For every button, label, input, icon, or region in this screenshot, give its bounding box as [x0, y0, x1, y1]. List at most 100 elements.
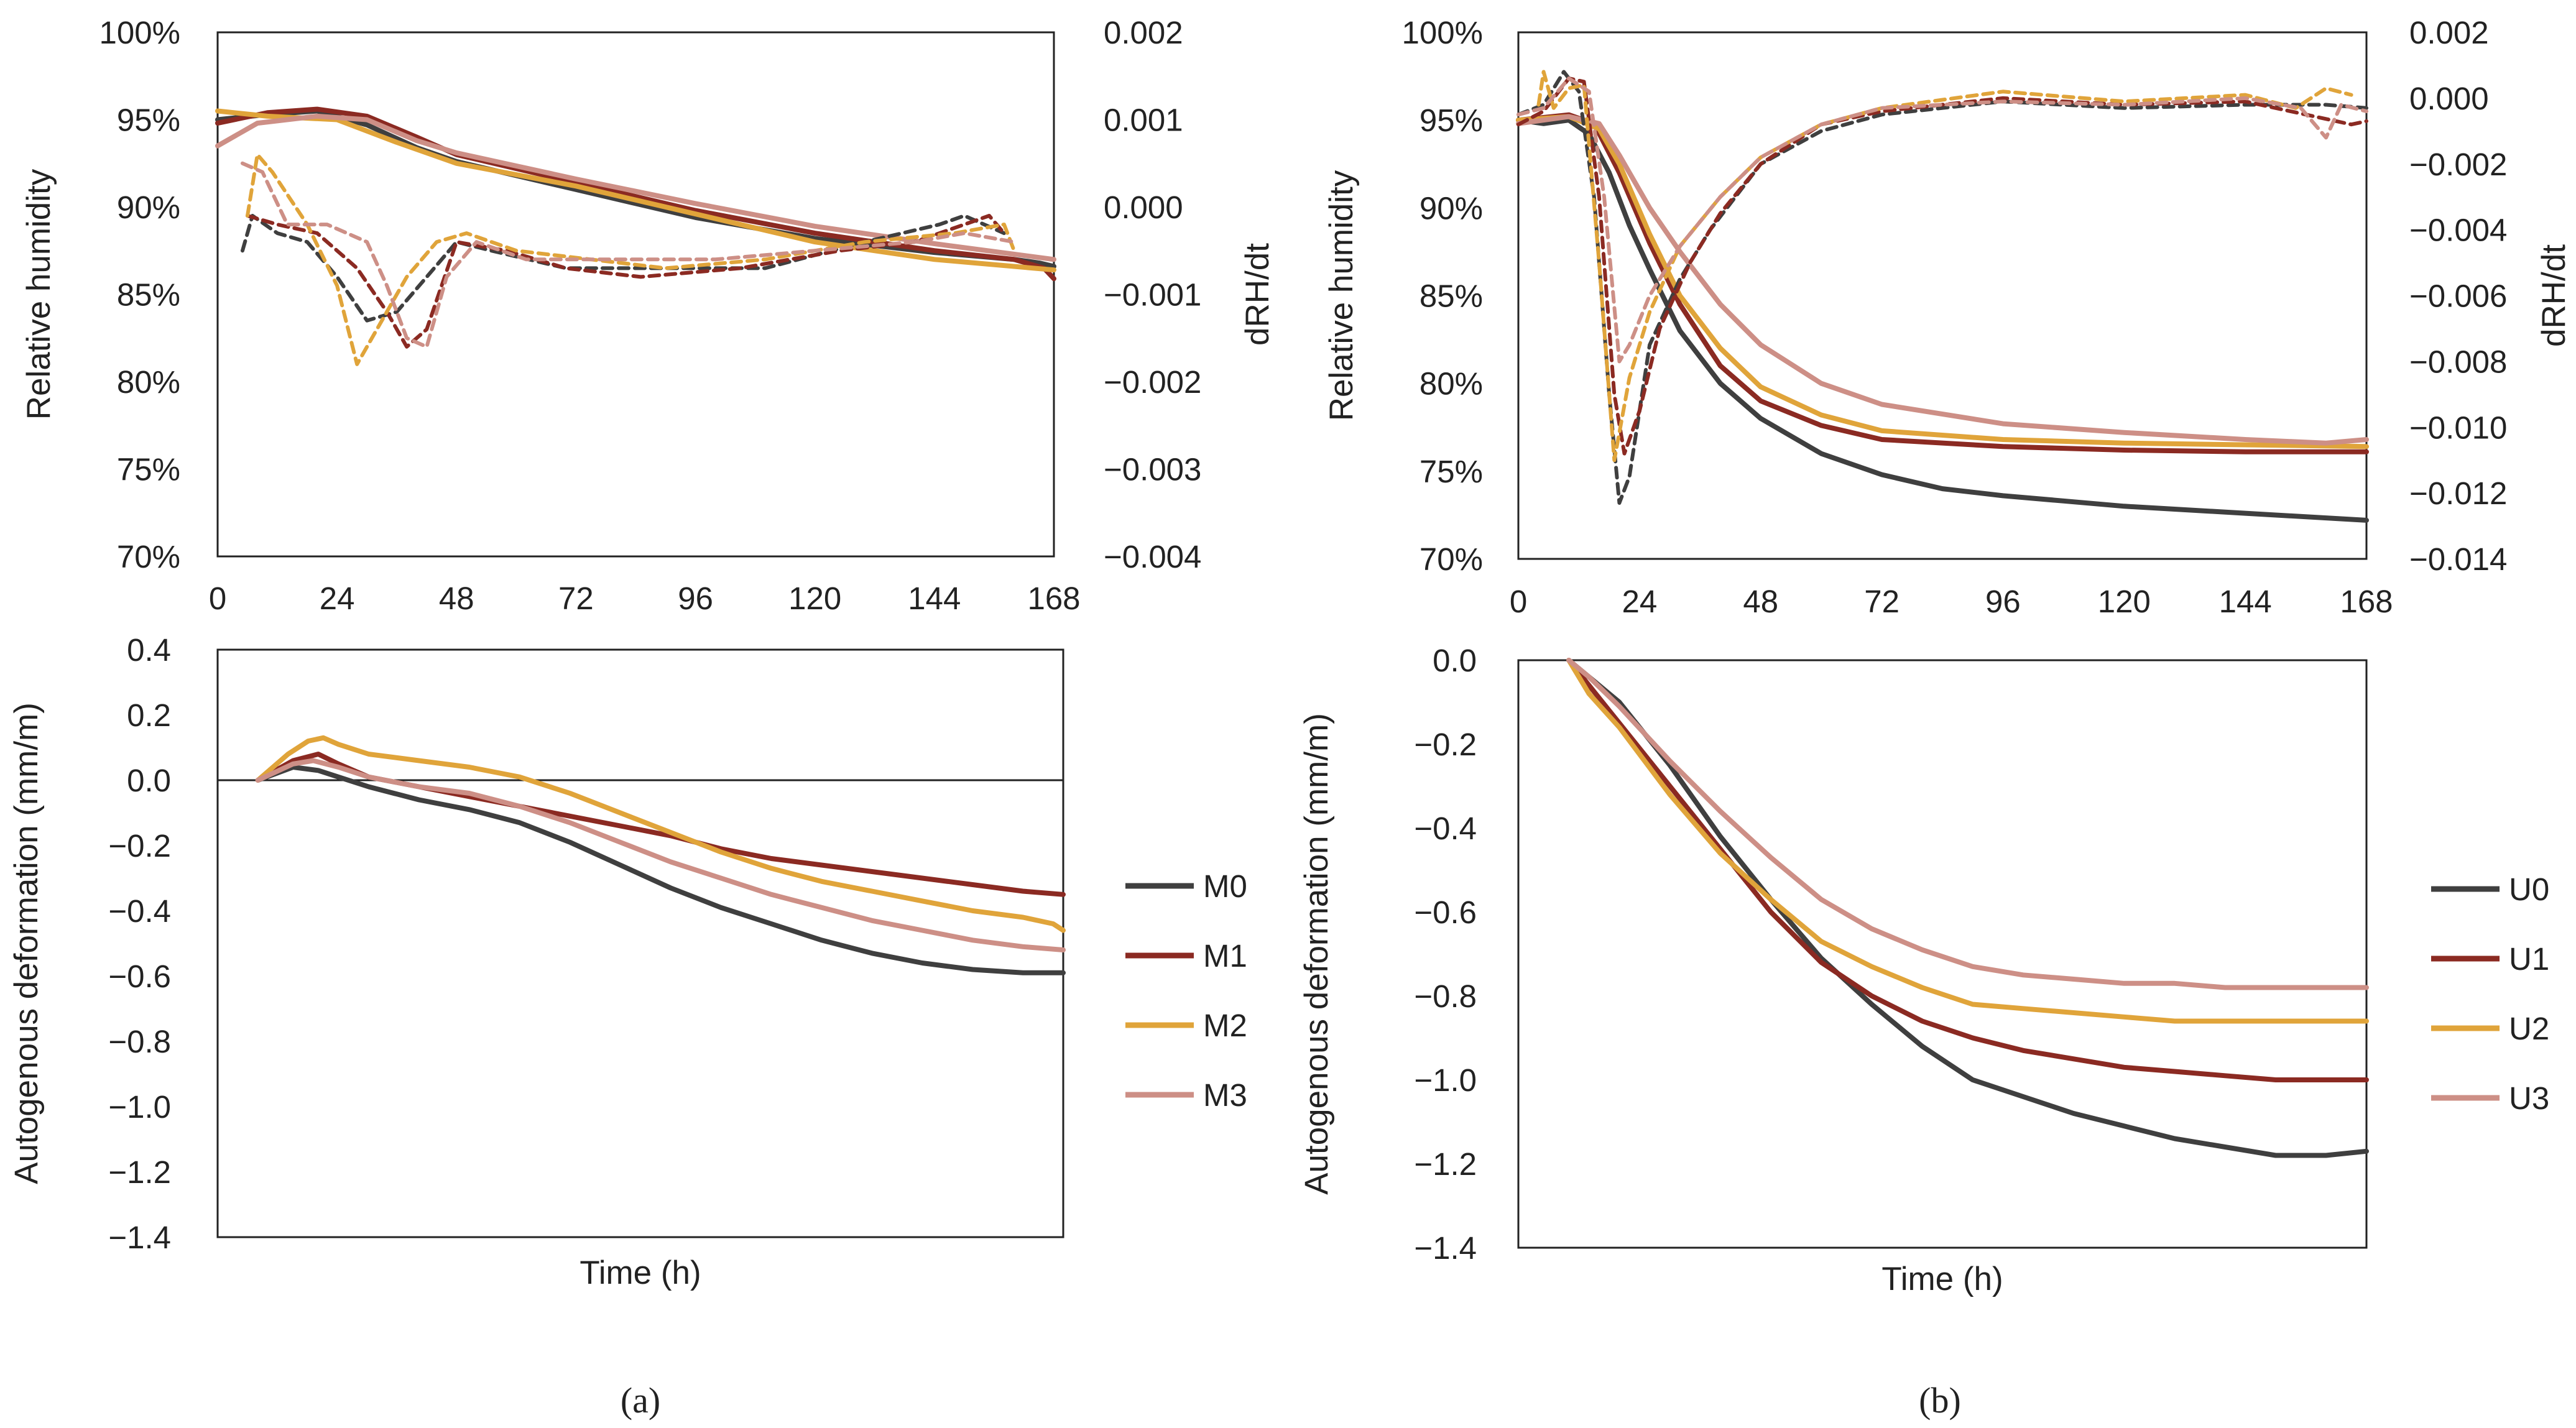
b_top-xtick-label: 120: [2098, 584, 2151, 619]
b_bottom-legend-label-U3: U3: [2509, 1080, 2549, 1116]
b_top-series-U1-drh: [1517, 76, 2368, 456]
a_top-xtick-label: 120: [788, 581, 841, 616]
b_top-y2tick-label: −0.010: [2409, 410, 2507, 445]
b_bottom-ytick-label: −1.2: [1414, 1146, 1477, 1182]
a_top-ytick-label: 75%: [117, 452, 180, 487]
a_top-series-M3-drh: [241, 161, 1016, 349]
b_top-xtick-label: 144: [2219, 584, 2272, 619]
a_top-series-M0-drh: [241, 214, 1006, 323]
a_top-xtick-label: 96: [678, 581, 713, 616]
a_bottom-ytick-label: −1.2: [108, 1154, 171, 1190]
panel-label-b: (b): [1919, 1380, 1961, 1421]
a_top-ytick-label: 70%: [117, 539, 180, 574]
b_top-plot-frame: [1517, 31, 2368, 560]
b_top-y2tick-label: −0.002: [2409, 147, 2507, 182]
a_top-y2tick-label: 0.001: [1104, 103, 1183, 138]
a_bottom-ytick-label: 0.0: [127, 763, 171, 798]
b_top-ytick-label: 90%: [1420, 190, 1483, 226]
b_top-ytick-label: 80%: [1420, 366, 1483, 402]
a_bottom-series-M3: [255, 758, 1066, 952]
b_top-series-U3: [1516, 114, 2369, 446]
b_top-series-U3-drh: [1517, 76, 2368, 364]
a_bottom-legend-label-M0: M0: [1203, 868, 1247, 904]
b_bottom-legend-label-U2: U2: [2509, 1011, 2549, 1046]
a_top-xtick-label: 144: [908, 581, 961, 616]
b_bottom-legend-label-U0: U0: [2509, 872, 2549, 907]
a_top-series-M1: [215, 106, 1056, 282]
a_top-ytick-label: 100%: [99, 15, 180, 50]
b_bottom-ytick-label: −1.4: [1414, 1230, 1477, 1266]
a_top-series-M2-drh: [246, 152, 1016, 366]
a_bottom-xlabel: Time (h): [579, 1255, 701, 1291]
a_bottom-ytick-label: 0.2: [127, 698, 171, 733]
a_top-xtick-label: 24: [320, 581, 355, 616]
a_top-ytick-label: 85%: [117, 277, 180, 313]
b_bottom-series-U3: [1566, 658, 2369, 990]
b_top-series-U2: [1516, 114, 2369, 449]
a_top-ytick-label: 95%: [117, 103, 180, 138]
a_top-xtick-label: 48: [439, 581, 474, 616]
b_bottom-ytick-label: −0.2: [1414, 727, 1477, 762]
b_bottom-xlabel: Time (h): [1881, 1261, 2003, 1297]
a_bottom-ytick-label: −1.4: [108, 1220, 171, 1255]
b_top-y2tick-label: 0.000: [2409, 81, 2489, 116]
a_bottom-ytick-label: −0.8: [108, 1024, 171, 1059]
a_top-ytick-label: 80%: [117, 364, 180, 400]
b_bottom-ytick-label: 0.0: [1433, 643, 1477, 678]
a_top-ylabel: Relative humidity: [21, 168, 57, 420]
b_bottom-ytick-label: −0.8: [1414, 979, 1477, 1014]
a_top-series-M3: [215, 113, 1056, 262]
a_bottom-legend-label-M2: M2: [1203, 1008, 1247, 1043]
b_top-ytick-label: 100%: [1402, 15, 1483, 50]
a_bottom-series-M2: [255, 735, 1066, 933]
b_top-ytick-label: 70%: [1420, 541, 1483, 577]
b_top-y2tick-label: −0.014: [2409, 541, 2507, 577]
a_bottom-plot-frame: [216, 648, 1064, 1238]
b_top-xtick-label: 24: [1622, 584, 1657, 619]
b_bottom-ytick-label: −1.0: [1414, 1062, 1477, 1098]
a_top-xtick-label: 168: [1027, 581, 1080, 616]
a_bottom-series-M0: [255, 765, 1066, 975]
a_top-y2tick-label: 0.002: [1104, 15, 1183, 50]
a_top-y2tick-label: −0.002: [1104, 364, 1201, 400]
b_top-xtick-label: 96: [1985, 584, 2021, 619]
b_top-y2label: dRH/dt: [2536, 244, 2572, 347]
a_bottom-ytick-label: −0.4: [108, 893, 171, 929]
b_top-series-U1: [1516, 112, 2369, 454]
b_bottom-ytick-label: −0.4: [1414, 811, 1477, 846]
b_top-xtick-label: 0: [1510, 584, 1527, 619]
a_top-y2tick-label: 0.000: [1104, 190, 1183, 225]
a_bottom-ytick-label: −0.6: [108, 959, 171, 994]
b_top-ytick-label: 95%: [1420, 103, 1483, 138]
a_top-ytick-label: 90%: [117, 190, 180, 225]
b_top-y2tick-label: −0.004: [2409, 213, 2507, 248]
a_top-plot-frame: [216, 31, 1055, 558]
b_top-series-U0-drh: [1517, 70, 2368, 505]
a_top-y2tick-label: −0.004: [1104, 539, 1201, 574]
b_top-y2tick-label: −0.008: [2409, 344, 2507, 379]
a_bottom-legend-label-M1: M1: [1203, 938, 1247, 974]
b_bottom-ytick-label: −0.6: [1414, 895, 1477, 930]
a_bottom-series-M1: [255, 752, 1066, 897]
b_top-xtick-label: 48: [1743, 584, 1778, 619]
b_top-y2tick-label: 0.002: [2409, 15, 2489, 50]
b_top-xtick-label: 168: [2340, 584, 2393, 619]
a_bottom-ytick-label: 0.4: [127, 632, 171, 668]
b_top-ytick-label: 85%: [1420, 279, 1483, 314]
b_top-y2tick-label: −0.012: [2409, 476, 2507, 511]
a_top-xtick-label: 72: [558, 581, 594, 616]
a_bottom-legend-label-M3: M3: [1203, 1077, 1247, 1113]
b_bottom-plot-frame: [1517, 659, 2368, 1249]
a_top-y2tick-label: −0.001: [1104, 277, 1201, 313]
b_top-ytick-label: 75%: [1420, 454, 1483, 489]
b_top-xtick-label: 72: [1864, 584, 1900, 619]
b_top-ylabel: Relative humidity: [1323, 170, 1360, 421]
a_top-y2tick-label: −0.003: [1104, 452, 1201, 487]
a_top-y2label: dRH/dt: [1239, 243, 1276, 346]
b_bottom-series-U2: [1566, 658, 2369, 1024]
b_bottom-series-U1: [1566, 658, 2369, 1082]
b_top-y2tick-label: −0.006: [2409, 279, 2507, 314]
a_top-xtick-label: 0: [209, 581, 226, 616]
b_bottom-ylabel: Autogenous deformation (mm/m): [1298, 713, 1335, 1195]
